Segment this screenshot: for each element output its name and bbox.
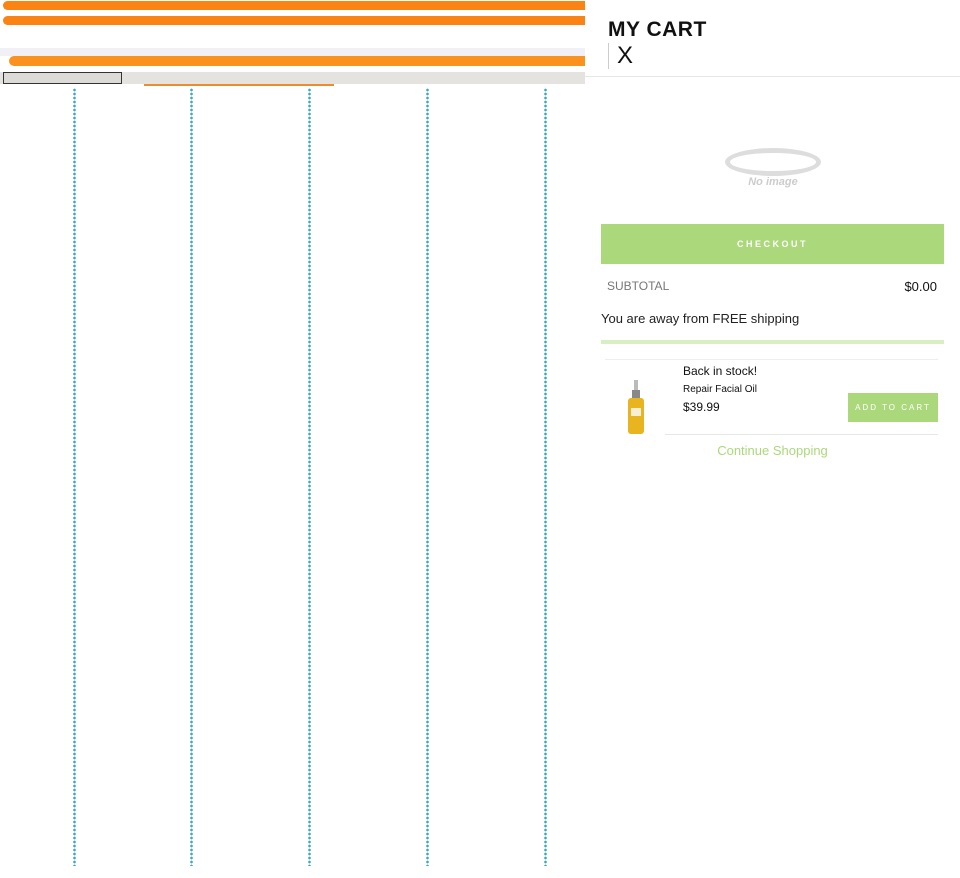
dot-column (426, 88, 429, 866)
subtotal-value: $0.00 (904, 279, 937, 294)
checkout-button[interactable]: CHECKOUT (601, 224, 944, 264)
continue-shopping-link[interactable]: Continue Shopping (717, 443, 828, 458)
dot-column (544, 88, 547, 866)
no-image-placeholder: No image (723, 148, 823, 193)
scrollbar[interactable] (0, 72, 585, 84)
product-name[interactable]: Repair Facial Oil (683, 384, 757, 395)
subtotal-label: SUBTOTAL (607, 279, 670, 293)
orange-bar (3, 1, 585, 10)
upsell-item: Back in stock! Repair Facial Oil $39.99 … (605, 359, 938, 435)
orange-line (144, 84, 334, 86)
orange-bar (3, 16, 585, 25)
close-button[interactable]: X (608, 43, 633, 69)
background-page (0, 1, 585, 866)
dot-column (190, 88, 193, 866)
divider (585, 76, 960, 77)
cart-title: MY CART (608, 18, 707, 41)
cart-drawer: MY CART X No image CHECKOUT SUBTOTAL $0.… (585, 0, 960, 878)
shipping-message: You are away from FREE shipping (601, 311, 800, 326)
band (0, 48, 585, 56)
product-price: $39.99 (683, 400, 720, 414)
shipping-progress-bar (601, 340, 944, 344)
dot-column (73, 88, 76, 866)
divider (665, 434, 938, 435)
add-to-cart-button[interactable]: ADD TO CART (848, 393, 938, 422)
dot-column (308, 88, 311, 866)
upsell-badge: Back in stock! (683, 364, 758, 378)
product-image (628, 380, 644, 434)
no-image-text: No image (748, 176, 798, 188)
orange-bar (9, 56, 585, 66)
scroll-thumb[interactable] (3, 72, 122, 84)
